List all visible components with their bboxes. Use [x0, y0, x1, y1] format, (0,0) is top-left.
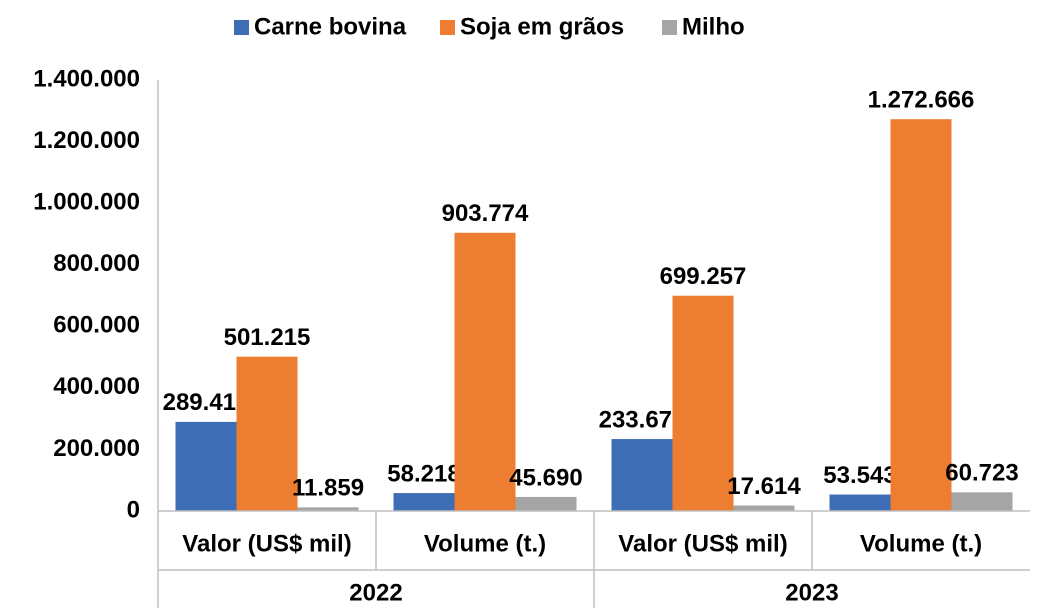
bar: [175, 421, 237, 511]
value-label: 11.859: [292, 475, 364, 502]
legend-label: Carne bovina: [254, 13, 407, 40]
value-label: 699.257: [660, 263, 747, 290]
bar: [515, 496, 577, 511]
y-tick-label: 400.000: [53, 373, 140, 400]
y-tick-label: 1.400.000: [33, 65, 140, 92]
y-tick-label: 600.000: [53, 312, 140, 339]
value-label: 45.690: [509, 464, 582, 491]
group-label: 2023: [785, 579, 838, 606]
y-tick-label: 1.200.000: [33, 127, 140, 154]
bar: [297, 507, 359, 511]
bar: [733, 505, 795, 511]
bar: [236, 356, 298, 511]
x-tick-label: Volume (t.): [860, 530, 982, 557]
bar: [393, 493, 455, 511]
x-tick-label: Volume (t.): [424, 530, 546, 557]
value-label: 17.614: [727, 473, 801, 500]
bar: [672, 295, 734, 511]
value-label: 903.774: [442, 200, 529, 227]
value-label: 58.218: [387, 460, 460, 487]
value-label: 53.543: [823, 462, 896, 489]
value-label: 233.677: [599, 406, 686, 433]
legend-swatch: [440, 20, 455, 35]
group-label: 2022: [349, 579, 402, 606]
y-tick-label: 0: [127, 496, 140, 523]
y-tick-label: 1.000.000: [33, 188, 140, 215]
value-label: 60.723: [945, 460, 1018, 487]
y-tick-label: 200.000: [53, 435, 140, 462]
x-tick-label: Valor (US$ mil): [182, 530, 351, 557]
legend-label: Soja em grãos: [460, 13, 624, 40]
bar: [890, 119, 952, 511]
value-label: 501.215: [224, 324, 311, 351]
value-label: 289.413: [163, 389, 250, 416]
bar: [454, 232, 516, 511]
legend-swatch: [234, 20, 249, 35]
bar: [611, 439, 673, 511]
y-tick-label: 800.000: [53, 250, 140, 277]
x-tick-label: Valor (US$ mil): [618, 530, 787, 557]
value-label: 1.272.666: [868, 87, 975, 114]
bar: [951, 492, 1013, 511]
bar: [829, 494, 891, 511]
legend-swatch: [662, 20, 677, 35]
legend-label: Milho: [682, 13, 745, 40]
